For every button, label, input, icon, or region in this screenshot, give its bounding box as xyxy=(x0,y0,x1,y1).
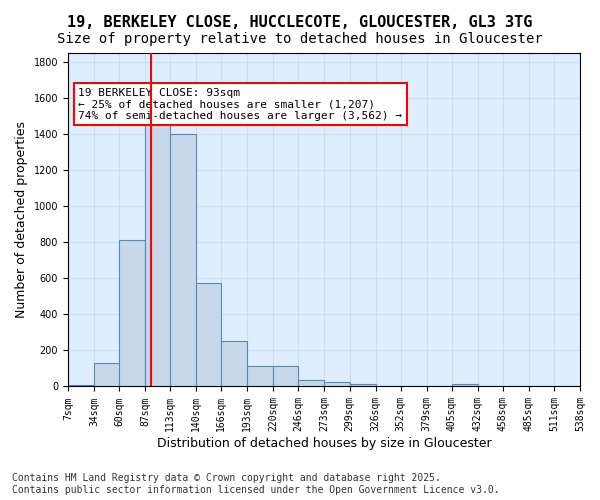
Bar xyxy=(196,282,221,387)
Bar xyxy=(221,342,247,386)
Bar xyxy=(119,240,145,386)
Y-axis label: Number of detached properties: Number of detached properties xyxy=(15,121,28,318)
Bar xyxy=(350,384,376,386)
Bar xyxy=(94,363,119,386)
Text: Size of property relative to detached houses in Gloucester: Size of property relative to detached ho… xyxy=(57,32,543,46)
Bar xyxy=(145,116,170,386)
Text: Contains HM Land Registry data © Crown copyright and database right 2025.
Contai: Contains HM Land Registry data © Crown c… xyxy=(12,474,500,495)
Bar xyxy=(298,380,325,386)
Bar xyxy=(325,382,350,386)
Text: 19 BERKELEY CLOSE: 93sqm
← 25% of detached houses are smaller (1,207)
74% of sem: 19 BERKELEY CLOSE: 93sqm ← 25% of detach… xyxy=(78,88,402,121)
Bar xyxy=(274,366,298,386)
Bar xyxy=(452,384,478,386)
Bar xyxy=(68,384,94,386)
Bar xyxy=(170,134,196,386)
Bar xyxy=(247,366,274,386)
X-axis label: Distribution of detached houses by size in Gloucester: Distribution of detached houses by size … xyxy=(157,437,491,450)
Text: 19, BERKELEY CLOSE, HUCCLECOTE, GLOUCESTER, GL3 3TG: 19, BERKELEY CLOSE, HUCCLECOTE, GLOUCEST… xyxy=(67,15,533,30)
